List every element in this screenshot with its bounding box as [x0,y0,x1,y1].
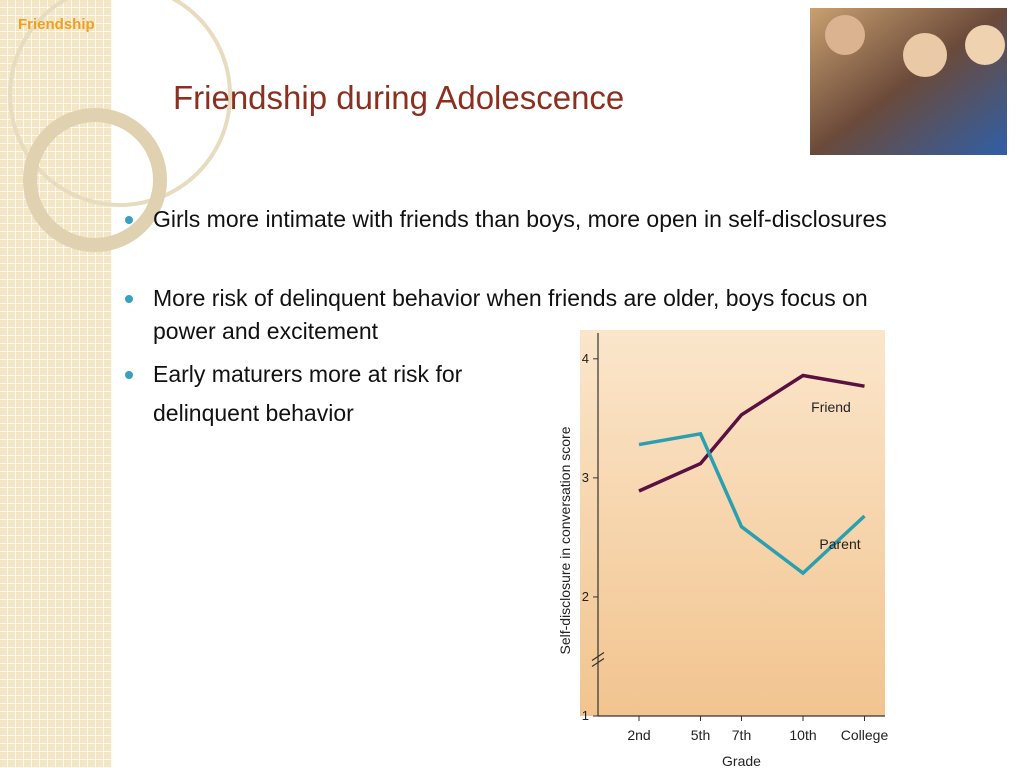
slide-title: Friendship during Adolescence [173,79,624,116]
y-tick-label: 3 [582,470,589,485]
x-tick-label: College [841,727,889,743]
bullet-continuation: delinquent behavior [153,400,354,426]
decor-circle [8,0,232,207]
slide-tag: Friendship [18,16,95,33]
photo-face [965,25,1005,65]
x-tick-label: 7th [732,727,751,743]
y-tick-label: 1 [582,708,589,723]
bullet: Girls more intimate with friends than bo… [125,203,928,236]
decor-circle [23,108,167,252]
x-axis-label: Grade [722,753,761,768]
photo-face [825,15,865,55]
y-tick-label: 4 [582,351,589,366]
x-tick-label: 10th [789,727,816,743]
bullet: More risk of delinquent behavior when fr… [125,282,928,348]
line-series [638,373,865,493]
axis-break [591,651,605,667]
photo-face [903,33,947,77]
x-tick-label: 5th [691,727,710,743]
bullet: Early maturers more at risk for [125,358,928,391]
series-label: Friend [811,399,851,415]
line-series [638,431,866,576]
series-label: Parent [819,536,860,552]
y-axis-label: Self-disclosure in conversation score [557,426,573,654]
y-tick-label: 2 [582,589,589,604]
x-tick-label: 2nd [627,727,650,743]
chart: 1 2 3 4 2nd 5th 7th 10th College Grade Self-disclo… [557,333,888,768]
chart-bg [580,330,885,716]
